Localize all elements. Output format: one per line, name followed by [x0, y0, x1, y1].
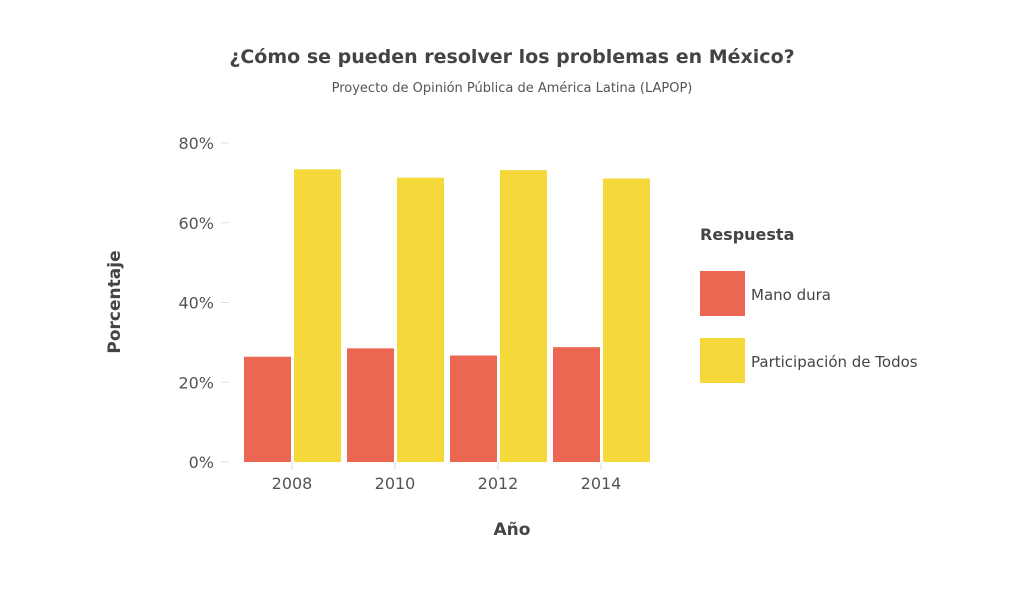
- bar-mano-dura-2014: [553, 347, 600, 462]
- x-tick-label: 2008: [272, 474, 313, 493]
- y-tick-label: 20%: [178, 373, 214, 392]
- legend-label: Mano dura: [751, 286, 831, 304]
- x-tick-label: 2012: [478, 474, 519, 493]
- legend-swatch: [700, 338, 745, 383]
- legend-title: Respuesta: [700, 225, 794, 244]
- bar-mano-dura-2012: [450, 355, 497, 462]
- chart-subtitle: Proyecto de Opinión Pública de América L…: [332, 81, 693, 96]
- legend-label: Participación de Todos: [751, 353, 918, 371]
- x-axis-label: Año: [494, 520, 531, 540]
- y-tick-label: 80%: [178, 134, 214, 153]
- x-tick-label: 2010: [375, 474, 416, 493]
- bar-mano-dura-2010: [347, 348, 394, 462]
- bar-participación-de-todos-2014: [603, 178, 650, 462]
- y-tick-label: 40%: [178, 294, 214, 313]
- y-tick-label: 60%: [178, 214, 214, 233]
- chart-title: ¿Cómo se pueden resolver los problemas e…: [229, 46, 794, 68]
- bar-participación-de-todos-2010: [397, 177, 444, 462]
- x-tick-label: 2014: [581, 474, 622, 493]
- bar-participación-de-todos-2008: [294, 169, 341, 462]
- legend-swatch: [700, 271, 745, 316]
- bar-participación-de-todos-2012: [500, 170, 547, 463]
- y-axis-label: Porcentaje: [105, 250, 125, 353]
- bar-mano-dura-2008: [244, 356, 291, 462]
- y-tick-label: 0%: [189, 453, 214, 472]
